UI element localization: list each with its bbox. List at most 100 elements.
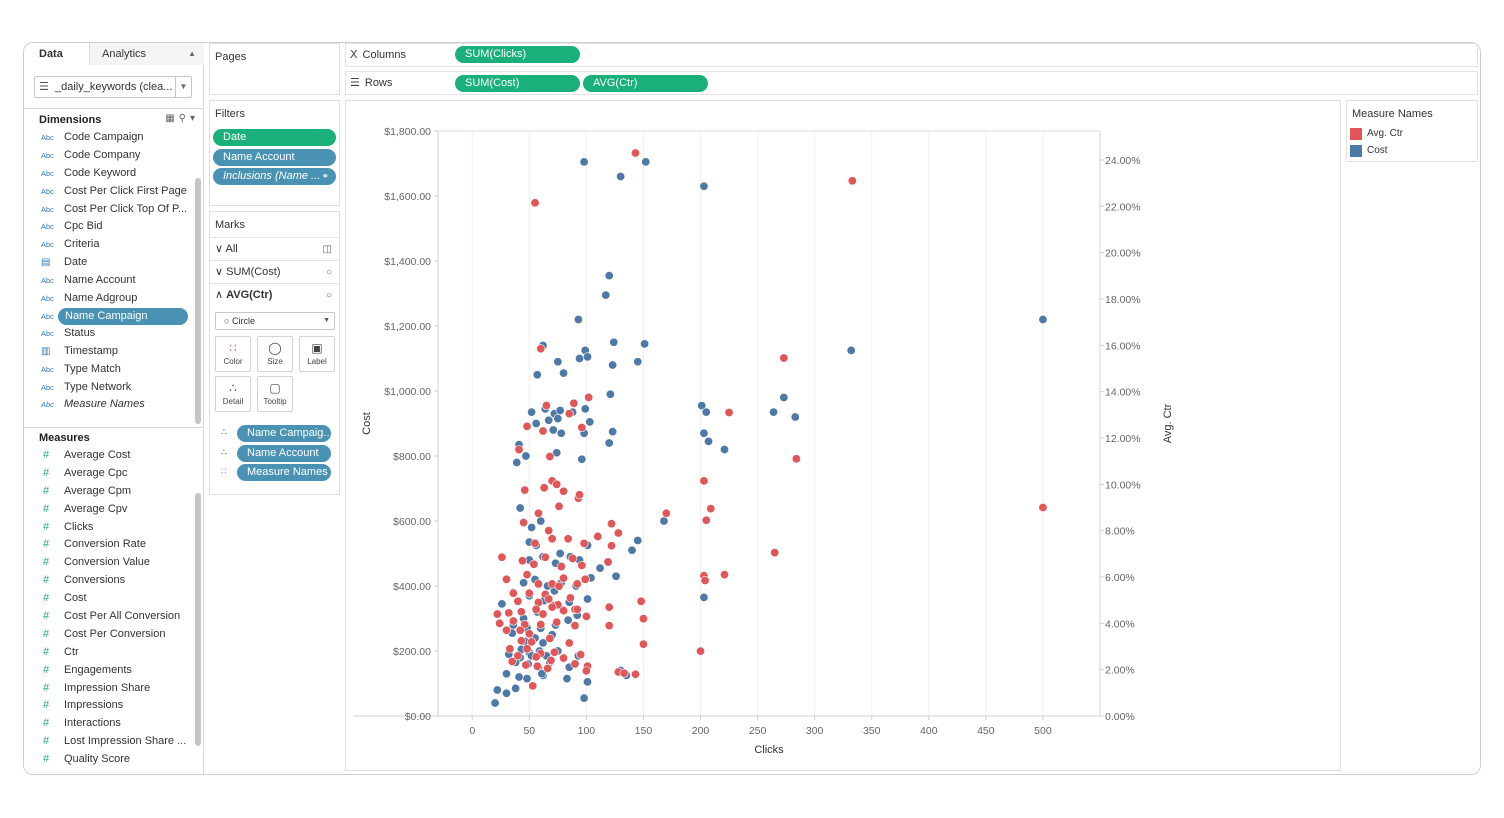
avg-ctr-point[interactable] xyxy=(604,621,614,631)
cost-point[interactable] xyxy=(605,389,615,399)
filter-date-pill[interactable]: Date xyxy=(213,129,336,146)
avg-ctr-point[interactable] xyxy=(570,659,580,669)
avg-ctr-point[interactable] xyxy=(636,596,646,606)
avg-ctr-point[interactable] xyxy=(536,344,546,354)
avg-ctr-point[interactable] xyxy=(638,639,648,649)
cost-point[interactable] xyxy=(559,368,569,378)
dimension-field[interactable]: ▥ Timestamp xyxy=(24,343,194,361)
avg-ctr-point[interactable] xyxy=(538,426,548,436)
avg-ctr-point[interactable] xyxy=(513,596,523,606)
cost-point[interactable] xyxy=(699,181,709,191)
avg-ctr-point[interactable] xyxy=(501,574,511,584)
cost-point[interactable] xyxy=(556,428,566,438)
avg-ctr-point[interactable] xyxy=(504,608,514,618)
scatter-plot[interactable]: $0.00 $200.00 $400.00 $600.00 $800.00 $1,000.… xyxy=(346,101,1342,772)
avg-ctr-point[interactable] xyxy=(544,526,554,536)
cost-point[interactable] xyxy=(501,688,511,698)
avg-ctr-point[interactable] xyxy=(536,619,546,629)
cost-point[interactable] xyxy=(779,392,789,402)
dimensions-scrollbar[interactable] xyxy=(195,178,201,424)
dimension-field[interactable]: Abc Measure Names xyxy=(24,396,194,414)
avg-ctr-point[interactable] xyxy=(521,660,531,670)
avg-ctr-point[interactable] xyxy=(564,638,574,648)
cost-point[interactable] xyxy=(521,451,531,461)
datasource-select[interactable]: ☰ _daily_keywords (clea... ▼ xyxy=(34,76,192,98)
rows-sum-cost-pill[interactable]: SUM(Cost) xyxy=(455,75,580,92)
avg-ctr-point[interactable] xyxy=(576,650,586,660)
cost-point[interactable] xyxy=(604,438,614,448)
avg-ctr-point[interactable] xyxy=(522,644,532,654)
avg-ctr-point[interactable] xyxy=(559,486,569,496)
chevron-down-icon[interactable]: ▼ xyxy=(175,77,191,97)
measure-field[interactable]: # Average Cpc xyxy=(24,465,194,483)
view-list-icon[interactable]: ▦ xyxy=(165,113,179,124)
cost-point[interactable] xyxy=(633,357,643,367)
avg-ctr-point[interactable] xyxy=(505,644,515,654)
cost-point[interactable] xyxy=(575,354,585,364)
avg-ctr-point[interactable] xyxy=(520,485,530,495)
cost-point[interactable] xyxy=(555,548,565,558)
filter-inclusions-pill[interactable]: Inclusions (Name ... ⚭ xyxy=(213,168,336,185)
avg-ctr-point[interactable] xyxy=(572,604,582,614)
avg-ctr-point[interactable] xyxy=(556,562,566,572)
cost-point[interactable] xyxy=(1038,315,1048,325)
avg-ctr-point[interactable] xyxy=(533,508,543,518)
cost-point[interactable] xyxy=(595,563,605,573)
dimension-field[interactable]: Abc Cost Per Click Top Of P... xyxy=(24,201,194,219)
cost-point[interactable] xyxy=(608,427,618,437)
avg-ctr-point[interactable] xyxy=(559,606,569,616)
avg-ctr-point[interactable] xyxy=(540,552,550,562)
detail-button[interactable]: ∴ Detail xyxy=(215,376,251,412)
measure-field[interactable]: # Cost Per Conversion xyxy=(24,626,194,644)
avg-ctr-point[interactable] xyxy=(543,664,553,674)
avg-ctr-point[interactable] xyxy=(529,559,539,569)
avg-ctr-point[interactable] xyxy=(581,666,591,676)
avg-ctr-point[interactable] xyxy=(492,609,502,619)
avg-ctr-point[interactable] xyxy=(533,579,543,589)
cost-point[interactable] xyxy=(527,522,537,532)
avg-ctr-point[interactable] xyxy=(604,602,614,612)
avg-ctr-point[interactable] xyxy=(638,614,648,624)
avg-ctr-point[interactable] xyxy=(770,548,780,558)
dimension-field[interactable]: Abc Code Company xyxy=(24,147,194,165)
avg-ctr-point[interactable] xyxy=(531,604,541,614)
avg-ctr-point[interactable] xyxy=(524,629,534,639)
tooltip-button[interactable]: ▢ Tooltip xyxy=(257,376,293,412)
marks-name-campaign-pill[interactable]: Name Campaig.. xyxy=(237,425,331,442)
size-button[interactable]: ◯ Size xyxy=(257,336,293,372)
avg-ctr-point[interactable] xyxy=(530,198,540,208)
cost-point[interactable] xyxy=(701,407,711,417)
dimension-field[interactable]: Abc Status xyxy=(24,325,194,343)
avg-ctr-point[interactable] xyxy=(619,668,629,678)
cost-point[interactable] xyxy=(699,428,709,438)
avg-ctr-point[interactable] xyxy=(522,570,532,580)
avg-ctr-point[interactable] xyxy=(516,636,526,646)
avg-ctr-point[interactable] xyxy=(719,570,729,580)
cost-point[interactable] xyxy=(640,339,650,349)
color-button[interactable]: ∷ Color xyxy=(215,336,251,372)
avg-ctr-point[interactable] xyxy=(507,657,517,667)
avg-ctr-point[interactable] xyxy=(701,515,711,525)
cost-point[interactable] xyxy=(704,436,714,446)
cost-point[interactable] xyxy=(577,454,587,464)
avg-ctr-point[interactable] xyxy=(696,646,706,656)
avg-ctr-point[interactable] xyxy=(706,504,716,514)
avg-ctr-point[interactable] xyxy=(572,579,582,589)
dimension-field[interactable]: Abc Name Campaign xyxy=(41,307,188,325)
cost-point[interactable] xyxy=(580,404,590,414)
avg-ctr-point[interactable] xyxy=(570,621,580,631)
cost-point[interactable] xyxy=(519,578,529,588)
avg-ctr-point[interactable] xyxy=(580,574,590,584)
avg-ctr-point[interactable] xyxy=(577,560,587,570)
avg-ctr-point[interactable] xyxy=(603,557,613,567)
cost-point[interactable] xyxy=(616,172,626,182)
cost-point[interactable] xyxy=(512,457,522,467)
cost-point[interactable] xyxy=(719,444,729,454)
cost-point[interactable] xyxy=(601,290,611,300)
cost-point[interactable] xyxy=(531,418,541,428)
measure-field[interactable]: # Cost xyxy=(24,590,194,608)
avg-ctr-point[interactable] xyxy=(581,611,591,621)
cost-point[interactable] xyxy=(552,448,562,458)
avg-ctr-point[interactable] xyxy=(606,541,616,551)
avg-ctr-point[interactable] xyxy=(606,519,616,529)
